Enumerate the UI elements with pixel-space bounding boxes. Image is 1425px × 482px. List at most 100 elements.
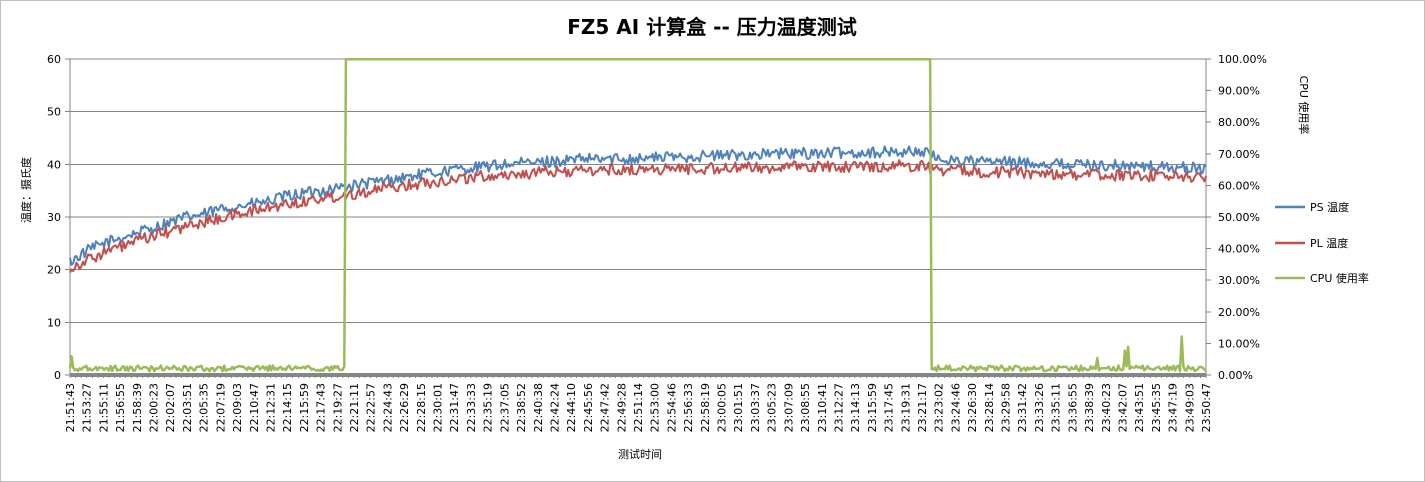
x-tick-label: 22:05:35 <box>198 383 211 432</box>
x-tick-label: 22:47:42 <box>599 383 612 432</box>
x-tick-label: 22:19:27 <box>331 383 344 432</box>
y2-tick-label: 80.00% <box>1218 116 1260 129</box>
x-tick-label: 22:38:52 <box>515 383 528 432</box>
y-tick-label: 60 <box>47 53 61 66</box>
x-tick-label: 23:14:13 <box>849 383 862 432</box>
series-layer <box>68 58 1207 373</box>
y2-tick-label: 30.00% <box>1218 274 1260 287</box>
x-tick-label: 22:40:38 <box>532 383 545 432</box>
x-tick-label: 22:09:03 <box>231 383 244 432</box>
y2-axis-ticks: 0.00% 10.00% 20.00% 30.00% 40.00% 50.00% 60.00… <box>1206 53 1267 382</box>
x-tick-label: 22:28:15 <box>415 383 428 432</box>
x-tick-label: 23:29:58 <box>1000 383 1013 432</box>
x-tick-label: 23:05:23 <box>766 383 779 432</box>
x-tick-label: 22:44:10 <box>565 383 578 432</box>
x-tick-label: 23:38:39 <box>1083 383 1096 432</box>
x-tick-label: 23:31:42 <box>1016 383 1029 432</box>
x-tick-label: 22:24:43 <box>381 383 394 432</box>
y2-tick-label: 60.00% <box>1218 179 1260 192</box>
x-tick-label: 23:21:17 <box>916 383 929 432</box>
x-tick-label: 22:26:29 <box>398 383 411 432</box>
x-tick-label: 23:43:51 <box>1133 383 1146 432</box>
legend-label-3: CPU 使用率 <box>1310 271 1369 285</box>
series-line-1 <box>69 145 1207 266</box>
x-tick-label: 22:30:01 <box>432 383 445 432</box>
x-tick-label: 21:53:27 <box>81 383 94 432</box>
y2-axis-label: CPU 使用率 <box>1297 76 1311 135</box>
x-tick-label: 21:58:39 <box>131 383 144 432</box>
y2-tick-label: 40.00% <box>1218 243 1260 256</box>
y-tick-label: 40 <box>47 158 61 171</box>
x-tick-label: 22:49:28 <box>615 383 628 432</box>
y2-tick-label: 10.00% <box>1218 337 1260 350</box>
x-tick-label: 23:33:26 <box>1033 383 1046 432</box>
x-tick-label: 23:01:51 <box>732 383 745 432</box>
x-tick-label: 23:42:07 <box>1116 383 1129 432</box>
x-tick-label: 23:17:45 <box>883 383 896 432</box>
x-tick-label: 22:17:43 <box>315 383 328 432</box>
y2-tick-label: 90.00% <box>1218 85 1260 98</box>
x-tick-label: 23:03:37 <box>749 383 762 432</box>
y-tick-label: 50 <box>47 106 61 119</box>
x-tick-label: 22:00:23 <box>148 383 161 432</box>
y2-tick-label: 70.00% <box>1218 148 1260 161</box>
x-tick-label: 22:15:59 <box>298 383 311 432</box>
x-tick-label: 22:22:57 <box>365 383 378 432</box>
x-tick-label: 22:31:47 <box>448 383 461 432</box>
x-tick-label: 22:21:11 <box>348 383 361 432</box>
x-tick-label: 22:54:46 <box>665 383 678 432</box>
legend-label-2: PL 温度 <box>1310 236 1348 250</box>
y-tick-label: 0 <box>54 369 61 382</box>
x-tick-label: 23:45:35 <box>1150 383 1163 432</box>
y2-tick-label: 20.00% <box>1218 306 1260 319</box>
x-tick-label: 22:42:24 <box>548 383 561 432</box>
x-tick-label: 23:23:02 <box>933 383 946 432</box>
x-tick-label: 22:35:19 <box>482 383 495 432</box>
x-tick-label: 22:02:07 <box>164 383 177 432</box>
x-tick-label: 22:07:19 <box>214 383 227 432</box>
y-axis-ticks: 0 10 20 30 40 50 60 <box>47 53 70 382</box>
x-tick-label: 22:12:31 <box>264 383 277 432</box>
x-tick-label: 22:53:00 <box>649 383 662 432</box>
x-tick-label: 22:37:05 <box>498 383 511 432</box>
x-tick-label: 23:26:30 <box>966 383 979 432</box>
x-tick-label: 22:58:19 <box>699 383 712 432</box>
x-tick-label: 23:15:59 <box>866 383 879 432</box>
x-tick-label: 22:03:51 <box>181 383 194 432</box>
y-axis-label: 温度：摄氏度 <box>19 157 33 223</box>
x-tick-label: 23:28:14 <box>983 383 996 432</box>
chart-title: FZ5 AI 计算盒 -- 压力温度测试 <box>567 15 856 39</box>
y-tick-label: 20 <box>47 264 61 277</box>
x-tick-label: 21:55:11 <box>97 383 110 432</box>
series-line-2 <box>69 159 1207 273</box>
x-tick-label: 22:45:56 <box>582 383 595 432</box>
x-tick-label: 23:10:41 <box>816 383 829 432</box>
x-tick-label: 22:33:33 <box>465 383 478 432</box>
x-tick-label: 23:00:05 <box>716 383 729 432</box>
x-tick-label: 23:07:09 <box>782 383 795 432</box>
x-tick-label: 23:47:19 <box>1167 383 1180 432</box>
x-tick-label: 23:35:11 <box>1050 383 1063 432</box>
x-tick-label: 23:40:23 <box>1100 383 1113 432</box>
x-axis-label: 测试时间 <box>618 448 662 461</box>
x-tick-label: 22:10:47 <box>248 383 261 432</box>
x-tick-label: 21:56:55 <box>114 383 127 432</box>
y2-tick-label: 0.00% <box>1218 369 1253 382</box>
y2-tick-label: 100.00% <box>1218 53 1267 66</box>
x-tick-label: 21:51:43 <box>64 383 77 432</box>
series-line-3 <box>68 58 1207 373</box>
x-tick-label: 23:08:55 <box>799 383 812 432</box>
x-tick-label: 23:19:31 <box>899 383 912 432</box>
x-tick-label: 23:49:03 <box>1183 383 1196 432</box>
legend-label-1: PS 温度 <box>1310 200 1349 214</box>
x-tick-label: 22:51:14 <box>632 383 645 432</box>
y2-tick-label: 50.00% <box>1218 211 1260 224</box>
y-tick-label: 30 <box>47 211 61 224</box>
x-tick-label: 22:14:15 <box>281 383 294 432</box>
x-tick-label: 23:12:27 <box>832 383 845 432</box>
y-tick-label: 10 <box>47 316 61 329</box>
x-axis-ticks: 21:51:43 21:53:27 21:55:11 21:56:55 21:58:39… <box>64 375 1213 432</box>
x-tick-label: 23:24:46 <box>949 383 962 432</box>
